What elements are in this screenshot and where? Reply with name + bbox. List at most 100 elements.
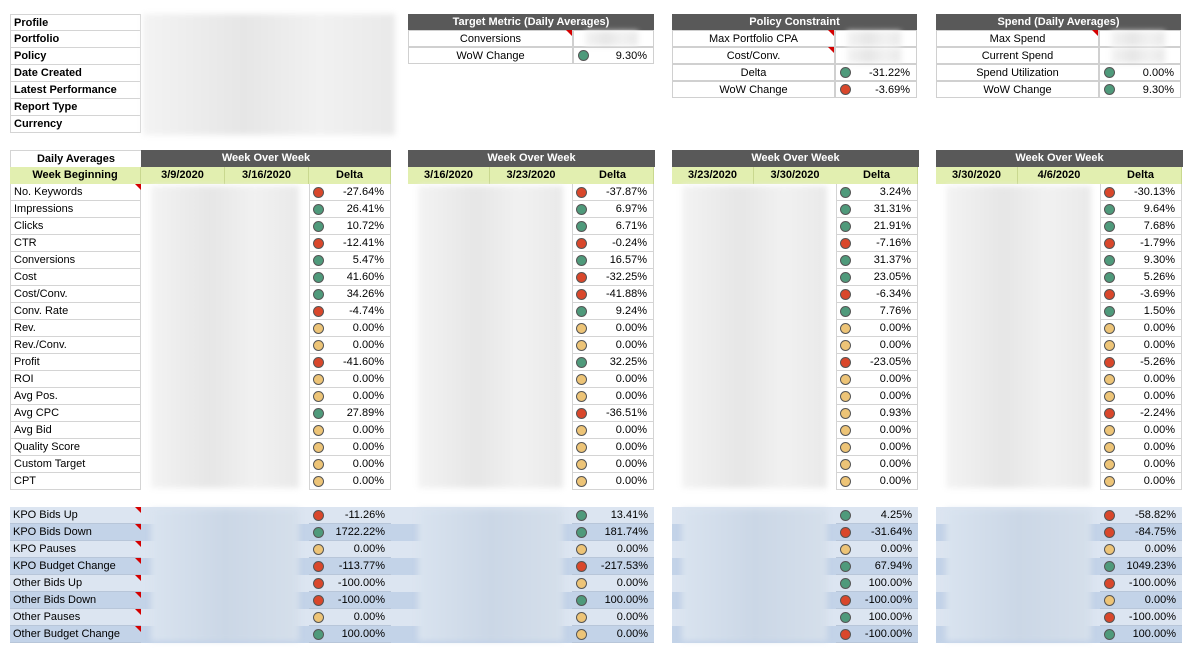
target-metric-value-0[interactable] xyxy=(573,30,654,47)
info-label-3[interactable]: Date Created xyxy=(10,65,141,82)
delta-value-1-3[interactable]: -0.24% xyxy=(572,235,654,252)
delta-value-2-8[interactable]: 0.00% xyxy=(836,320,918,337)
spend-value-1[interactable] xyxy=(1099,47,1181,64)
info-label-2[interactable]: Policy xyxy=(10,48,141,65)
delta-value-2-1[interactable]: 31.31% xyxy=(836,201,918,218)
delta-value-1-17[interactable]: 0.00% xyxy=(572,473,654,490)
delta-value-1-14[interactable]: 0.00% xyxy=(572,422,654,439)
delta-value-2-17[interactable]: 0.00% xyxy=(836,473,918,490)
kpo-delta-value-2-3[interactable]: 67.94% xyxy=(836,558,918,575)
delta-value-3-7[interactable]: 1.50% xyxy=(1100,303,1182,320)
delta-value-0-4[interactable]: 5.47% xyxy=(309,252,391,269)
target-metric-value-1[interactable]: 9.30% xyxy=(573,47,654,64)
metric-label-9[interactable]: Rev./Conv. xyxy=(10,337,141,354)
delta-value-1-10[interactable]: 32.25% xyxy=(572,354,654,371)
info-label-4[interactable]: Latest Performance xyxy=(10,82,141,99)
kpo-delta-value-3-7[interactable]: 100.00% xyxy=(1100,626,1182,643)
delta-value-3-12[interactable]: 0.00% xyxy=(1100,388,1182,405)
delta-value-1-11[interactable]: 0.00% xyxy=(572,371,654,388)
policy-constraint-label-0[interactable]: Max Portfolio CPA xyxy=(672,30,835,47)
kpo-delta-value-1-2[interactable]: 0.00% xyxy=(572,541,654,558)
delta-value-1-4[interactable]: 16.57% xyxy=(572,252,654,269)
target-metric-label-1[interactable]: WoW Change xyxy=(408,47,573,64)
delta-value-1-16[interactable]: 0.00% xyxy=(572,456,654,473)
delta-value-2-2[interactable]: 21.91% xyxy=(836,218,918,235)
delta-value-3-14[interactable]: 0.00% xyxy=(1100,422,1182,439)
delta-value-2-12[interactable]: 0.00% xyxy=(836,388,918,405)
kpo-label-4[interactable]: Other Bids Up xyxy=(10,575,141,592)
delta-value-1-5[interactable]: -32.25% xyxy=(572,269,654,286)
delta-value-2-0[interactable]: 3.24% xyxy=(836,184,918,201)
kpo-delta-value-2-4[interactable]: 100.00% xyxy=(836,575,918,592)
delta-value-0-6[interactable]: 34.26% xyxy=(309,286,391,303)
info-label-1[interactable]: Portfolio xyxy=(10,31,141,48)
metric-label-11[interactable]: ROI xyxy=(10,371,141,388)
metric-label-5[interactable]: Cost xyxy=(10,269,141,286)
delta-value-1-1[interactable]: 6.97% xyxy=(572,201,654,218)
kpo-label-5[interactable]: Other Bids Down xyxy=(10,592,141,609)
metric-label-3[interactable]: CTR xyxy=(10,235,141,252)
kpo-delta-value-2-7[interactable]: -100.00% xyxy=(836,626,918,643)
delta-value-1-0[interactable]: -37.87% xyxy=(572,184,654,201)
delta-value-3-10[interactable]: -5.26% xyxy=(1100,354,1182,371)
kpo-delta-value-3-1[interactable]: -84.75% xyxy=(1100,524,1182,541)
spend-value-3[interactable]: 9.30% xyxy=(1099,81,1181,98)
delta-value-0-7[interactable]: -4.74% xyxy=(309,303,391,320)
delta-value-3-15[interactable]: 0.00% xyxy=(1100,439,1182,456)
kpo-delta-value-1-6[interactable]: 0.00% xyxy=(572,609,654,626)
delta-value-2-4[interactable]: 31.37% xyxy=(836,252,918,269)
kpo-delta-value-2-1[interactable]: -31.64% xyxy=(836,524,918,541)
kpo-label-7[interactable]: Other Budget Change xyxy=(10,626,141,643)
kpo-delta-value-0-7[interactable]: 100.00% xyxy=(309,626,391,643)
kpo-delta-value-2-5[interactable]: -100.00% xyxy=(836,592,918,609)
metric-label-13[interactable]: Avg CPC xyxy=(10,405,141,422)
kpo-delta-value-0-0[interactable]: -11.26% xyxy=(309,507,391,524)
delta-value-2-7[interactable]: 7.76% xyxy=(836,303,918,320)
kpo-delta-value-3-4[interactable]: -100.00% xyxy=(1100,575,1182,592)
delta-value-2-15[interactable]: 0.00% xyxy=(836,439,918,456)
delta-value-3-16[interactable]: 0.00% xyxy=(1100,456,1182,473)
info-label-5[interactable]: Report Type xyxy=(10,99,141,116)
kpo-delta-value-0-5[interactable]: -100.00% xyxy=(309,592,391,609)
delta-value-3-6[interactable]: -3.69% xyxy=(1100,286,1182,303)
metric-label-7[interactable]: Conv. Rate xyxy=(10,303,141,320)
kpo-delta-value-3-6[interactable]: -100.00% xyxy=(1100,609,1182,626)
metric-label-15[interactable]: Quality Score xyxy=(10,439,141,456)
policy-constraint-value-3[interactable]: -3.69% xyxy=(835,81,917,98)
delta-value-2-14[interactable]: 0.00% xyxy=(836,422,918,439)
delta-value-1-8[interactable]: 0.00% xyxy=(572,320,654,337)
metric-label-10[interactable]: Profit xyxy=(10,354,141,371)
delta-value-2-6[interactable]: -6.34% xyxy=(836,286,918,303)
delta-value-3-13[interactable]: -2.24% xyxy=(1100,405,1182,422)
delta-value-0-1[interactable]: 26.41% xyxy=(309,201,391,218)
delta-value-0-3[interactable]: -12.41% xyxy=(309,235,391,252)
delta-value-3-9[interactable]: 0.00% xyxy=(1100,337,1182,354)
kpo-label-2[interactable]: KPO Pauses xyxy=(10,541,141,558)
delta-value-3-17[interactable]: 0.00% xyxy=(1100,473,1182,490)
metric-label-16[interactable]: Custom Target xyxy=(10,456,141,473)
delta-value-1-7[interactable]: 9.24% xyxy=(572,303,654,320)
spend-label-0[interactable]: Max Spend xyxy=(936,30,1099,47)
delta-value-3-4[interactable]: 9.30% xyxy=(1100,252,1182,269)
delta-value-1-15[interactable]: 0.00% xyxy=(572,439,654,456)
delta-value-0-17[interactable]: 0.00% xyxy=(309,473,391,490)
metric-label-17[interactable]: CPT xyxy=(10,473,141,490)
kpo-delta-value-2-2[interactable]: 0.00% xyxy=(836,541,918,558)
delta-value-1-6[interactable]: -41.88% xyxy=(572,286,654,303)
delta-value-0-16[interactable]: 0.00% xyxy=(309,456,391,473)
spend-label-1[interactable]: Current Spend xyxy=(936,47,1099,64)
delta-value-0-9[interactable]: 0.00% xyxy=(309,337,391,354)
kpo-delta-value-1-7[interactable]: 0.00% xyxy=(572,626,654,643)
metric-label-4[interactable]: Conversions xyxy=(10,252,141,269)
delta-value-0-5[interactable]: 41.60% xyxy=(309,269,391,286)
kpo-delta-value-3-5[interactable]: 0.00% xyxy=(1100,592,1182,609)
delta-value-2-16[interactable]: 0.00% xyxy=(836,456,918,473)
kpo-label-0[interactable]: KPO Bids Up xyxy=(10,507,141,524)
delta-value-0-8[interactable]: 0.00% xyxy=(309,320,391,337)
policy-constraint-value-1[interactable] xyxy=(835,47,917,64)
delta-value-3-11[interactable]: 0.00% xyxy=(1100,371,1182,388)
kpo-delta-value-1-3[interactable]: -217.53% xyxy=(572,558,654,575)
kpo-delta-value-0-2[interactable]: 0.00% xyxy=(309,541,391,558)
kpo-delta-value-2-0[interactable]: 4.25% xyxy=(836,507,918,524)
kpo-delta-value-3-2[interactable]: 0.00% xyxy=(1100,541,1182,558)
